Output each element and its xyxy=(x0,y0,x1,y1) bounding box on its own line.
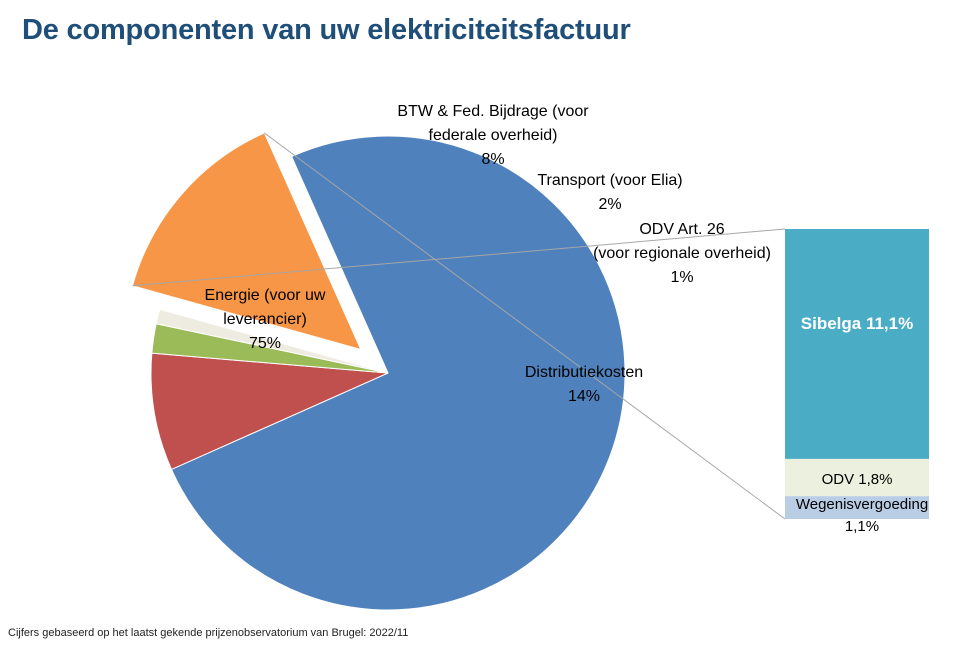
bar-label-1: Sibelga 11,1% xyxy=(801,314,913,333)
bar-segment-2 xyxy=(785,458,929,497)
breakdown-connector-lines xyxy=(132,132,786,520)
bar-segment-3 xyxy=(785,496,929,519)
breakdown-bar-chart: Sibelga 11,1% ODV 1,8% Wegenisvergoeding 1,… xyxy=(785,229,929,535)
pie-slice-4 xyxy=(155,308,389,374)
pie-slice-5 xyxy=(131,132,362,351)
bar-label-2: ODV 1,8% xyxy=(822,471,893,488)
connector-line-top xyxy=(132,228,786,287)
pie-label-2: BTW & Fed. Bijdrage (voor federale overhe… xyxy=(397,103,589,168)
pie-label-4: ODV Art. 26 (voor regionale overheid) 1% xyxy=(593,221,771,286)
bar-segment-1 xyxy=(785,229,929,459)
page-title: De componenten van uw elektriciteitsfact… xyxy=(22,14,631,46)
footnote: Cijfers gebaseerd op het laatst gekende … xyxy=(8,627,409,639)
connector-line-bottom xyxy=(264,132,786,520)
pie-label-3: Transport (voor Elia) 2% xyxy=(537,172,682,213)
pie-slice-2 xyxy=(150,352,389,471)
pie-label-5: Distributiekosten 14% xyxy=(525,364,643,405)
pie-label-1: Energie (voor uw leverancier) 75% xyxy=(205,287,326,352)
pie-labels: Energie (voor uw leverancier) 75% BTW & Fed… xyxy=(205,103,771,405)
pie-chart xyxy=(131,132,626,611)
bar-label-3: Wegenisvergoeding 1,1% xyxy=(796,496,928,535)
pie-slice-1 xyxy=(170,135,626,611)
